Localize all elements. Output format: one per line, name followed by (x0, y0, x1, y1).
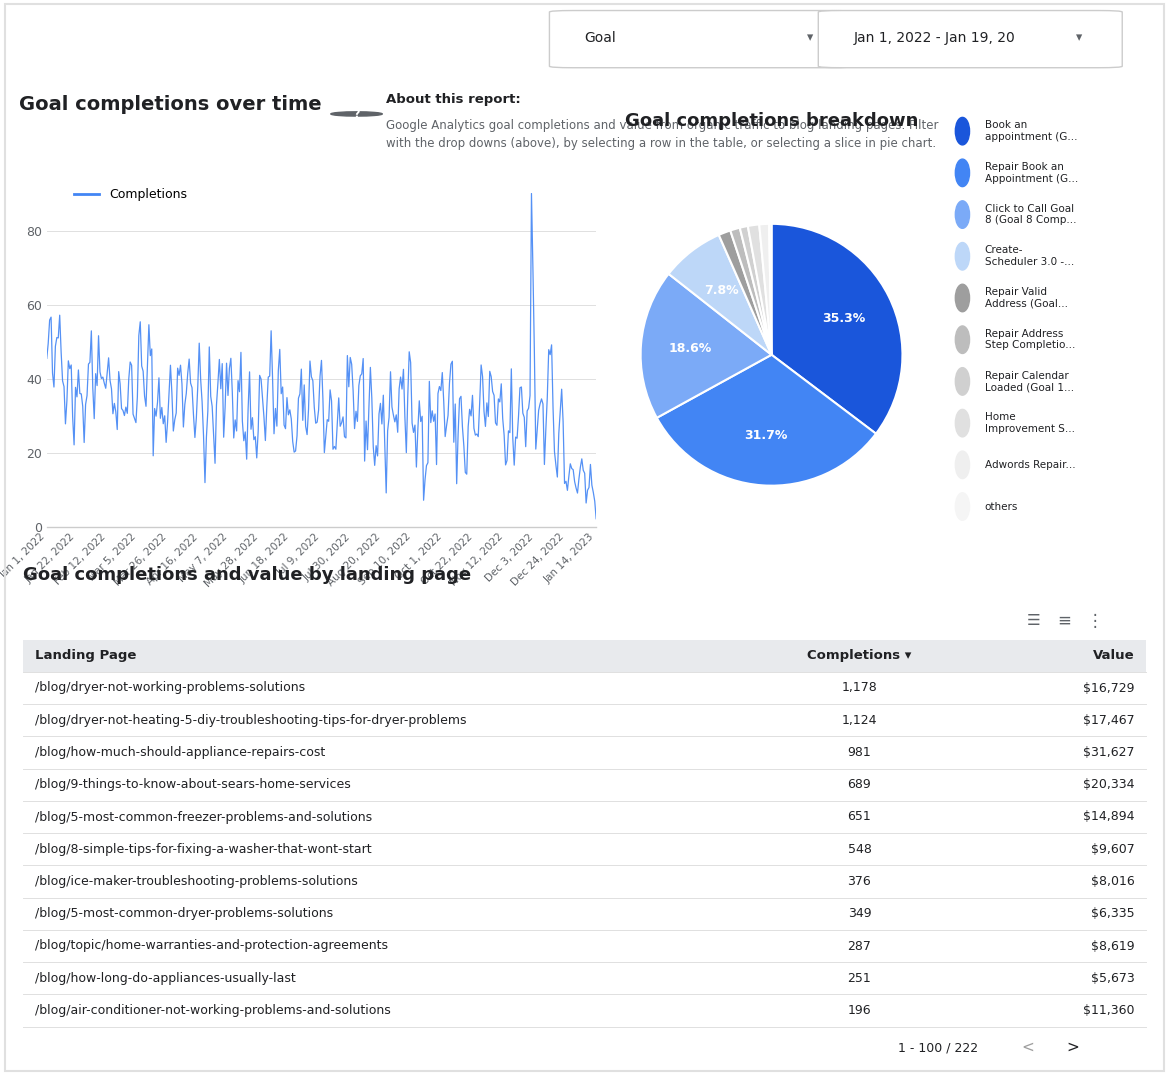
Text: ⋮: ⋮ (1087, 612, 1104, 630)
Text: $17,467: $17,467 (1082, 714, 1134, 727)
Text: /blog/topic/home-warranties-and-protection-agreements: /blog/topic/home-warranties-and-protecti… (35, 940, 388, 952)
Circle shape (955, 243, 969, 270)
Text: /blog/how-long-do-appliances-usually-last: /blog/how-long-do-appliances-usually-las… (35, 972, 296, 985)
Text: Goal completions and value by landing page: Goal completions and value by landing pa… (23, 567, 471, 584)
Text: /blog/5-most-common-dryer-problems-solutions: /blog/5-most-common-dryer-problems-solut… (35, 907, 333, 920)
Wedge shape (772, 224, 902, 433)
Text: Goal completions breakdown: Goal completions breakdown (625, 112, 918, 130)
Circle shape (955, 284, 969, 312)
Circle shape (331, 112, 382, 116)
Text: Goal: Goal (584, 30, 616, 45)
Text: /blog/ice-maker-troubleshooting-problems-solutions: /blog/ice-maker-troubleshooting-problems… (35, 875, 358, 888)
Circle shape (955, 452, 969, 478)
Text: Completions ▾: Completions ▾ (808, 649, 912, 662)
Text: ?: ? (353, 109, 360, 119)
Text: Value: Value (1093, 649, 1134, 662)
Text: Book an
appointment (G...: Book an appointment (G... (984, 120, 1077, 142)
Text: Repair Valid
Address (Goal...: Repair Valid Address (Goal... (984, 287, 1067, 309)
FancyBboxPatch shape (818, 11, 1122, 68)
Wedge shape (731, 228, 772, 355)
Text: $8,619: $8,619 (1091, 940, 1134, 952)
Text: 548: 548 (848, 843, 871, 856)
Circle shape (955, 368, 969, 396)
Text: $11,360: $11,360 (1082, 1004, 1134, 1017)
Text: Jan 1, 2022 - Jan 19, 20: Jan 1, 2022 - Jan 19, 20 (853, 30, 1015, 45)
Text: /blog/8-simple-tips-for-fixing-a-washer-that-wont-start: /blog/8-simple-tips-for-fixing-a-washer-… (35, 843, 372, 856)
Text: About this report:: About this report: (386, 92, 520, 105)
Text: Landing Page: Landing Page (35, 649, 136, 662)
Text: /blog/dryer-not-heating-5-diy-troubleshooting-tips-for-dryer-problems: /blog/dryer-not-heating-5-diy-troublesho… (35, 714, 466, 727)
Circle shape (955, 492, 969, 520)
Wedge shape (719, 230, 772, 355)
Text: ▾: ▾ (1075, 31, 1081, 44)
Text: $16,729: $16,729 (1082, 682, 1134, 694)
Text: Goal completions over time: Goal completions over time (19, 96, 321, 114)
Wedge shape (669, 235, 772, 355)
Text: 376: 376 (848, 875, 871, 888)
Text: 31.7%: 31.7% (743, 429, 788, 442)
Text: 1,124: 1,124 (842, 714, 877, 727)
Text: /blog/dryer-not-working-problems-solutions: /blog/dryer-not-working-problems-solutio… (35, 682, 305, 694)
Wedge shape (740, 226, 772, 355)
Wedge shape (769, 224, 772, 355)
Wedge shape (759, 224, 772, 355)
Text: $6,335: $6,335 (1091, 907, 1134, 920)
Text: $14,894: $14,894 (1082, 811, 1134, 823)
Text: ≡: ≡ (1057, 612, 1071, 630)
Text: <: < (1022, 1040, 1035, 1055)
Text: 287: 287 (848, 940, 871, 952)
Text: $20,334: $20,334 (1082, 778, 1134, 791)
Text: 981: 981 (848, 746, 871, 759)
FancyBboxPatch shape (549, 11, 853, 68)
Text: /blog/5-most-common-freezer-problems-and-solutions: /blog/5-most-common-freezer-problems-and… (35, 811, 372, 823)
Circle shape (955, 326, 969, 354)
Text: 35.3%: 35.3% (823, 312, 866, 325)
Circle shape (955, 117, 969, 145)
Text: others: others (984, 502, 1018, 512)
Text: /blog/9-things-to-know-about-sears-home-services: /blog/9-things-to-know-about-sears-home-… (35, 778, 351, 791)
Text: 7.8%: 7.8% (705, 284, 739, 297)
Text: /blog/air-conditioner-not-working-problems-and-solutions: /blog/air-conditioner-not-working-proble… (35, 1004, 390, 1017)
Text: Repair Calendar
Loaded (Goal 1...: Repair Calendar Loaded (Goal 1... (984, 371, 1074, 392)
Text: 1,178: 1,178 (842, 682, 877, 694)
Text: $8,016: $8,016 (1091, 875, 1134, 888)
Text: $31,627: $31,627 (1082, 746, 1134, 759)
Wedge shape (748, 225, 772, 355)
Text: Repair Address
Step Completio...: Repair Address Step Completio... (984, 329, 1075, 350)
Bar (23, 640, 1146, 672)
Text: Google Analytics goal completions and value from organic traffic to blog landing: Google Analytics goal completions and va… (386, 118, 939, 149)
Text: $5,673: $5,673 (1091, 972, 1134, 985)
Text: 1 - 100 / 222: 1 - 100 / 222 (898, 1042, 978, 1055)
Text: Adwords Repair...: Adwords Repair... (984, 460, 1075, 470)
Text: $9,607: $9,607 (1091, 843, 1134, 856)
Wedge shape (657, 355, 876, 486)
Text: Create-
Scheduler 3.0 -...: Create- Scheduler 3.0 -... (984, 245, 1074, 267)
Text: 651: 651 (848, 811, 871, 823)
Text: >: > (1066, 1040, 1079, 1055)
Circle shape (955, 159, 969, 187)
Text: Click to Call Goal
8 (Goal 8 Comp...: Click to Call Goal 8 (Goal 8 Comp... (984, 204, 1077, 226)
Text: Repair Book an
Appointment (G...: Repair Book an Appointment (G... (984, 162, 1078, 184)
Text: 251: 251 (848, 972, 871, 985)
Text: ☰: ☰ (1026, 614, 1040, 628)
Legend: Completions: Completions (69, 183, 193, 206)
Text: 349: 349 (848, 907, 871, 920)
Circle shape (955, 201, 969, 228)
Text: Home
Improvement S...: Home Improvement S... (984, 413, 1074, 434)
Text: /blog/how-much-should-appliance-repairs-cost: /blog/how-much-should-appliance-repairs-… (35, 746, 325, 759)
Wedge shape (641, 274, 772, 418)
Text: ▾: ▾ (807, 31, 812, 44)
Circle shape (955, 410, 969, 436)
Text: 18.6%: 18.6% (669, 342, 712, 355)
Text: 196: 196 (848, 1004, 871, 1017)
Text: 689: 689 (848, 778, 871, 791)
